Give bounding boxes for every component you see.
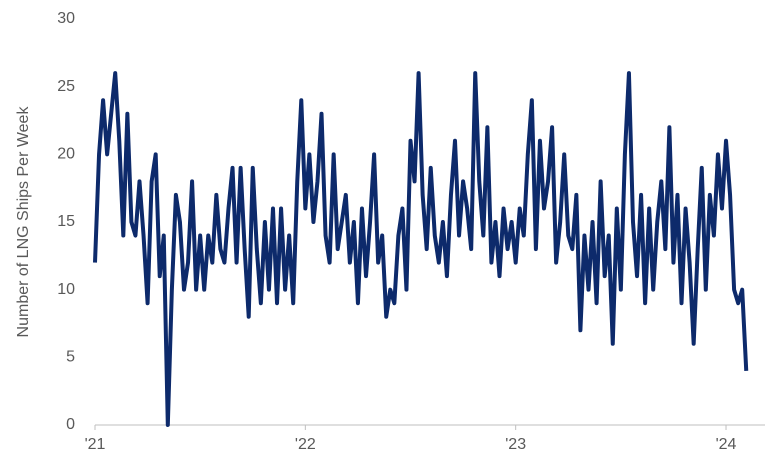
y-axis-label: Number of LNG Ships Per Week <box>15 106 32 338</box>
y-tick-label: 30 <box>57 10 75 27</box>
x-tick-label: '22 <box>295 436 316 453</box>
y-tick-label: 15 <box>57 213 75 230</box>
y-tick-label: 25 <box>57 78 75 95</box>
y-tick-label: 20 <box>57 146 75 163</box>
x-tick-label: '21 <box>85 436 106 453</box>
y-tick-label: 5 <box>66 349 75 366</box>
y-tick-label: 0 <box>66 416 75 433</box>
line <box>93 71 749 427</box>
x-tick-label: '24 <box>716 436 737 453</box>
x-tick-label: '23 <box>505 436 526 453</box>
y-tick-label: 10 <box>57 281 75 298</box>
